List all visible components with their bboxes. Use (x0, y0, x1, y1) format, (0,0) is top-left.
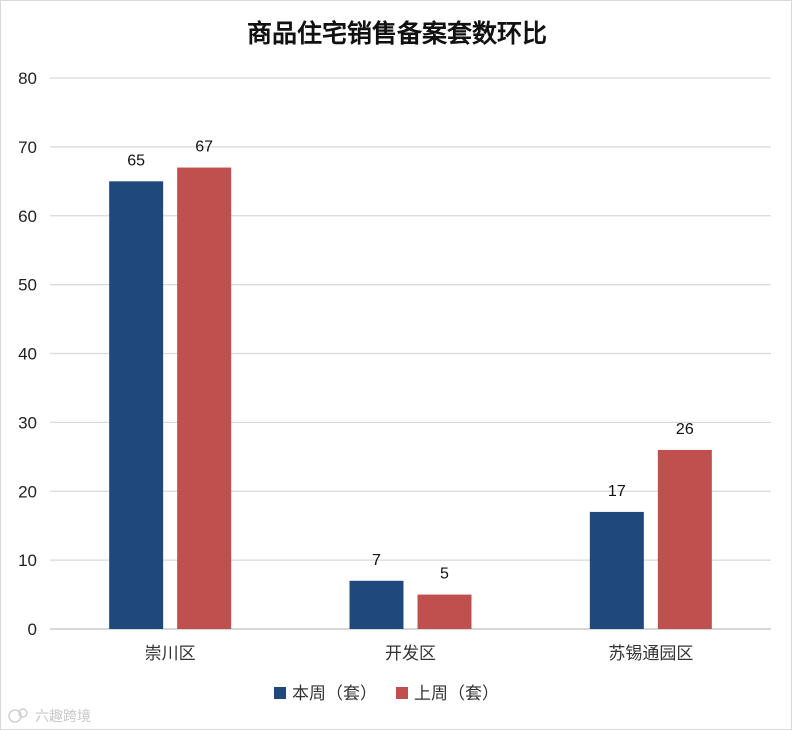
y-tick-label: 10 (18, 551, 37, 570)
data-labels: 65 67 7 5 17 26 (127, 139, 694, 583)
bar (589, 511, 644, 629)
legend-swatch (274, 687, 286, 699)
bar (349, 580, 404, 629)
x-category-label: 崇川区 (145, 644, 196, 664)
data-label: 26 (676, 421, 694, 438)
x-category-label: 开发区 (385, 644, 436, 664)
y-tick-label: 50 (18, 276, 37, 295)
data-label: 65 (127, 152, 145, 169)
y-tick-label: 0 (28, 620, 37, 639)
y-tick-label: 80 (18, 69, 37, 88)
y-tick-label: 60 (18, 207, 37, 226)
legend-label: 上周（套） (414, 684, 499, 704)
x-axis-categories: 崇川区 开发区 苏锡通园区 (145, 644, 694, 664)
data-label: 7 (372, 552, 381, 569)
gridlines (50, 77, 771, 630)
data-label: 17 (608, 483, 626, 500)
legend-label: 本周（套） (292, 684, 377, 704)
bar (109, 181, 164, 629)
chart-title: 商品住宅销售备案套数环比 (247, 19, 547, 48)
y-tick-label: 40 (18, 345, 37, 364)
watermark-text: 六趣跨境 (35, 709, 91, 725)
watermark: 六趣跨境 (8, 708, 91, 725)
bar (417, 594, 472, 629)
data-label: 67 (195, 139, 213, 156)
watermark-logo-icon (8, 708, 28, 723)
y-tick-label: 20 (18, 482, 37, 501)
bar (657, 449, 712, 629)
bar (177, 167, 232, 629)
legend-swatch (396, 687, 408, 699)
y-axis-ticks: 0 10 20 30 40 50 60 70 80 (18, 69, 37, 639)
x-category-label: 苏锡通园区 (608, 644, 693, 664)
data-label: 5 (440, 566, 449, 583)
y-tick-label: 30 (18, 413, 37, 432)
bars (109, 167, 712, 629)
y-tick-label: 70 (18, 138, 37, 157)
legend: 本周（套） 上周（套） (274, 684, 499, 704)
